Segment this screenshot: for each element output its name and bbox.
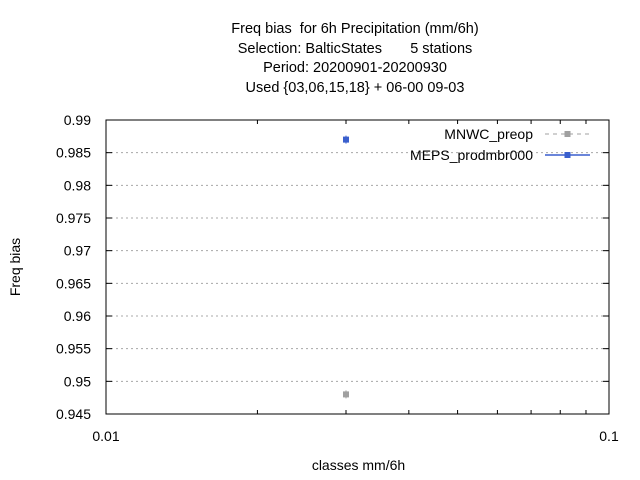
- y-tick-label: 0.97: [64, 243, 91, 259]
- title-line-3: Period: 20200901-20200930: [263, 60, 447, 76]
- title-line-2: Selection: BalticStates 5 stations: [237, 40, 473, 57]
- x-axis-label: classes mm/6h: [312, 457, 405, 473]
- y-tick-label: 0.975: [56, 210, 91, 226]
- title-line-1: Freq bias for 6h Precipitation (mm/6h): [231, 21, 479, 37]
- x-tick-label: 0.01: [92, 428, 119, 444]
- y-axis-label: Freq bias: [7, 238, 23, 296]
- y-tick-label: 0.985: [56, 145, 91, 161]
- legend-marker: [564, 131, 571, 137]
- legend-label: MEPS_prodmbr000: [410, 147, 533, 163]
- x-tick-label: 0.1: [599, 428, 619, 444]
- y-tick-label: 0.98: [64, 177, 91, 193]
- y-tick-label: 0.955: [56, 341, 91, 357]
- data-points: [342, 135, 349, 399]
- y-tick-label: 0.99: [64, 112, 91, 128]
- title-line-4: Used {03,06,15,18} + 06-00 09-03: [245, 79, 465, 96]
- legend-label: MNWC_preop: [444, 126, 533, 142]
- y-tick-label: 0.965: [56, 275, 91, 291]
- plot-frame: [105, 119, 610, 415]
- y-axis-ticks: 0.945 0.95 0.955 0.96 0.965 0.97 0.975 0.98 0.98…: [56, 112, 609, 422]
- y-tick-label: 0.96: [64, 308, 91, 324]
- x-axis-ticks: 0.01 0.1: [92, 120, 619, 444]
- grid-lines: [106, 152, 609, 382]
- legend: MNWC_preop MEPS_prodmbr000: [410, 126, 590, 163]
- chart-title: Freq bias for 6h Precipitation (mm/6h) S…: [0, 20, 640, 98]
- y-tick-label: 0.95: [64, 373, 91, 389]
- y-tick-label: 0.945: [56, 406, 91, 422]
- legend-marker: [564, 152, 571, 158]
